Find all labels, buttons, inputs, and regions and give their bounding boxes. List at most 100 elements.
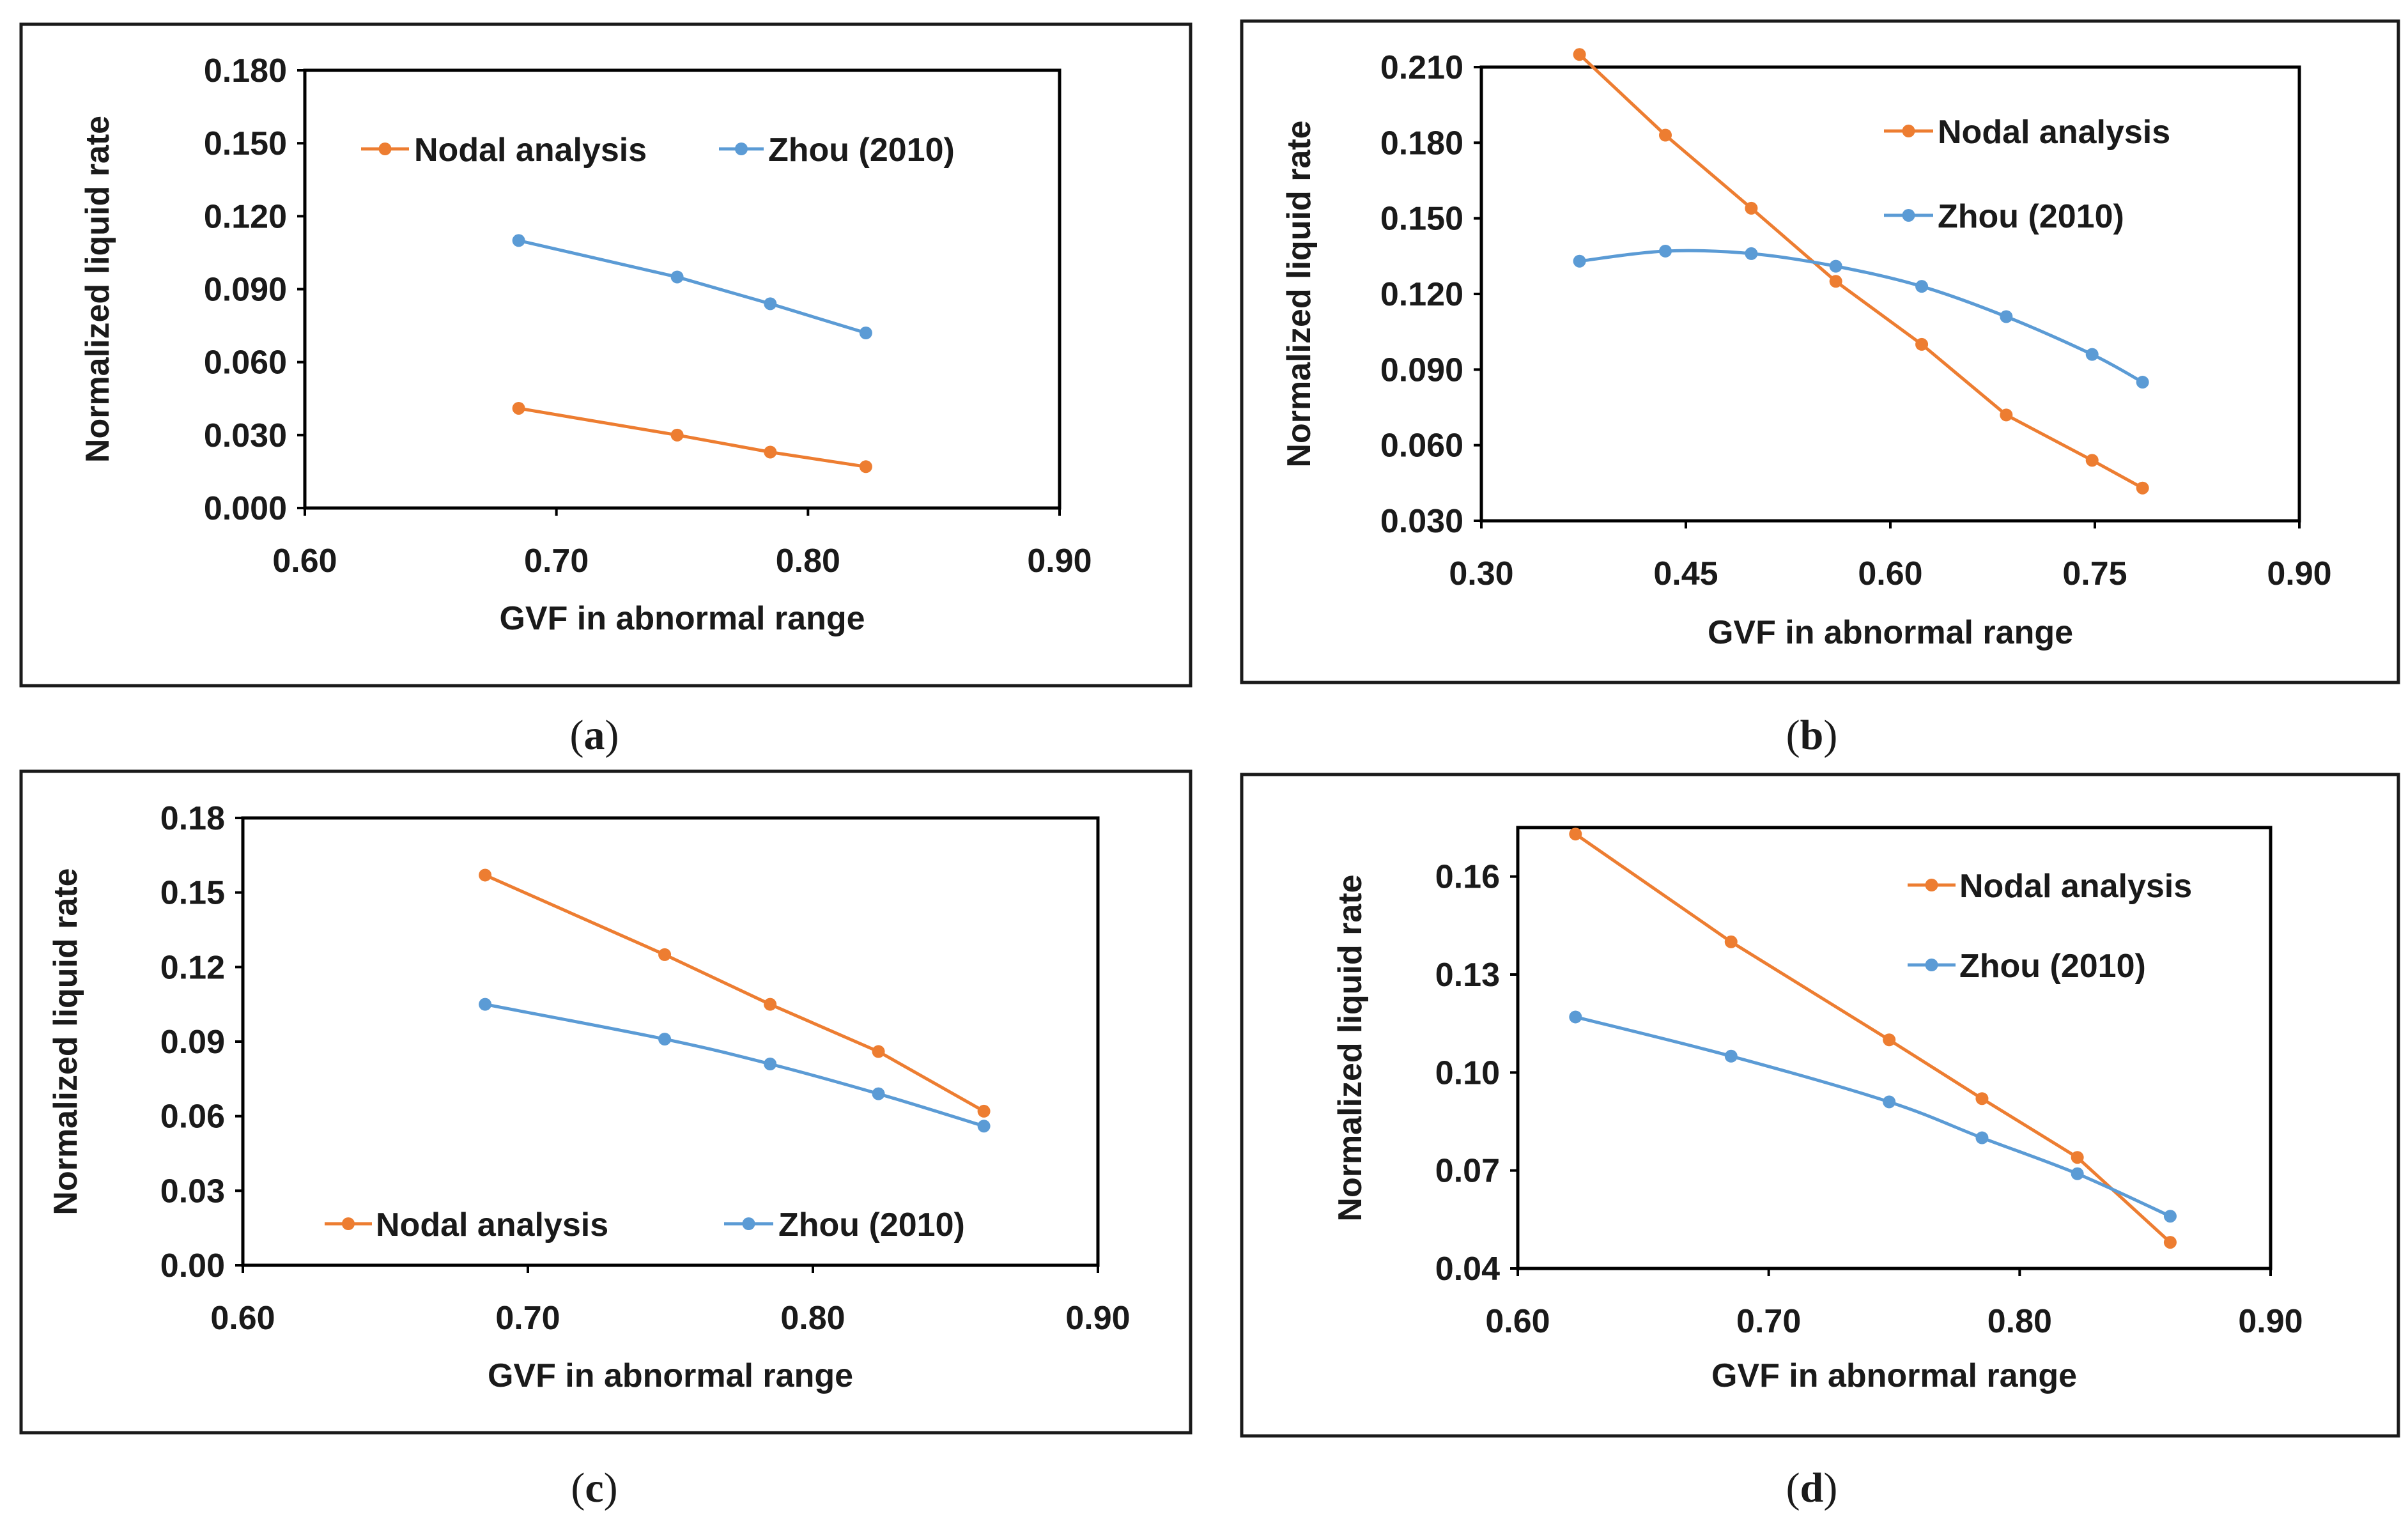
- data-point-zhou-2010: [658, 1033, 672, 1046]
- y-tick-label: 0.04: [1435, 1251, 1500, 1288]
- legend-label-nodal-analysis: Nodal analysis: [376, 1206, 608, 1244]
- x-tick-label: 0.90: [1027, 543, 1092, 580]
- caption-d: (d): [1786, 1465, 1838, 1511]
- x-tick-label: 0.90: [1065, 1300, 1130, 1337]
- legend-label-zhou-2010: Zhou (2010): [1938, 198, 2124, 235]
- caption-b: (b): [1786, 712, 1838, 759]
- data-point-zhou-2010: [1659, 244, 1672, 258]
- panel-d: 0.04 0.07 0.10 0.13 0.16 0.60 0.70 0.80 0.90 GVF …: [1332, 826, 2303, 1394]
- plot-area: [1479, 65, 2301, 523]
- x-tick-label: 0.60: [272, 543, 337, 580]
- y-tick-label: 0.15: [160, 875, 225, 912]
- legend-label-zhou-2010: Zhou (2010): [778, 1206, 965, 1244]
- y-tick-label: 0.150: [1380, 201, 1463, 238]
- data-point-zhou-2010: [859, 327, 872, 339]
- y-tick-label: 0.210: [1380, 49, 1463, 86]
- y-tick-label: 0.10: [1435, 1054, 1500, 1091]
- y-tick-label: 0.120: [1380, 276, 1463, 313]
- x-axis-title: GVF in abnormal range: [488, 1357, 853, 1394]
- data-point-nodal-analysis: [2000, 408, 2013, 422]
- legend-label-nodal-analysis: Nodal analysis: [414, 132, 647, 169]
- data-point-nodal-analysis: [1915, 337, 1929, 351]
- data-point-nodal-analysis: [2071, 1151, 2084, 1164]
- y-tick-label: 0.00: [160, 1247, 225, 1284]
- data-point-zhou-2010: [1829, 259, 1842, 273]
- legend-marker-zhou-2010: [1902, 209, 1915, 222]
- legend-label-zhou-2010: Zhou (2010): [1959, 948, 2146, 985]
- legend-marker-nodal-analysis: [342, 1217, 355, 1230]
- y-tick-label: 0.12: [160, 949, 225, 986]
- legend-marker-nodal-analysis: [1925, 879, 1938, 891]
- data-point-zhou-2010: [1883, 1095, 1896, 1109]
- data-point-nodal-analysis: [1829, 275, 1842, 288]
- x-axis-title: GVF in abnormal range: [1708, 614, 2073, 651]
- data-point-nodal-analysis: [479, 868, 492, 882]
- legend-marker-zhou-2010: [742, 1217, 755, 1230]
- y-tick-label: 0.03: [160, 1173, 225, 1210]
- data-point-zhou-2010: [2000, 310, 2013, 323]
- data-point-zhou-2010: [1745, 247, 1758, 260]
- y-axis-title: Normalized liquid rate: [1281, 120, 1318, 467]
- x-tick-label: 0.70: [1736, 1303, 1801, 1340]
- data-point-nodal-analysis: [872, 1045, 885, 1058]
- data-point-nodal-analysis: [1569, 828, 1582, 841]
- y-axis-title: Normalized liquid rate: [47, 868, 84, 1215]
- x-tick-label: 0.80: [1987, 1303, 2052, 1340]
- data-point-zhou-2010: [977, 1120, 991, 1133]
- data-point-nodal-analysis: [859, 460, 872, 474]
- legend-label-zhou-2010: Zhou (2010): [768, 132, 955, 169]
- y-tick-label: 0.07: [1435, 1153, 1500, 1190]
- data-point-nodal-analysis: [2136, 481, 2149, 495]
- data-point-nodal-analysis: [1883, 1033, 1896, 1047]
- x-tick-label: 0.70: [495, 1300, 560, 1337]
- legend-label-nodal-analysis: Nodal analysis: [1938, 114, 2170, 151]
- data-point-nodal-analysis: [1659, 128, 1672, 142]
- y-tick-label: 0.060: [1380, 428, 1463, 465]
- y-axis-title: Normalized liquid rate: [79, 116, 116, 463]
- y-tick-label: 0.180: [204, 52, 287, 89]
- caption-a: (a): [570, 712, 619, 759]
- data-point-zhou-2010: [1569, 1010, 1582, 1024]
- x-tick-label: 0.60: [210, 1300, 275, 1337]
- x-axis-title: GVF in abnormal range: [1711, 1357, 2077, 1394]
- y-tick-label: 0.120: [204, 198, 287, 235]
- data-point-zhou-2010: [512, 234, 525, 247]
- legend-label-nodal-analysis: Nodal analysis: [1959, 868, 2192, 905]
- y-tick-label: 0.09: [160, 1024, 225, 1061]
- x-tick-label: 0.30: [1449, 555, 1513, 592]
- data-point-zhou-2010: [2163, 1210, 2177, 1223]
- data-point-nodal-analysis: [764, 998, 777, 1011]
- x-tick-label: 0.80: [776, 543, 840, 580]
- data-point-zhou-2010: [872, 1087, 885, 1100]
- plot-area: [1516, 826, 2273, 1270]
- y-tick-label: 0.150: [204, 125, 287, 162]
- x-tick-label: 0.60: [1858, 555, 1922, 592]
- data-point-zhou-2010: [764, 297, 777, 311]
- data-point-nodal-analysis: [2163, 1236, 2177, 1249]
- y-tick-label: 0.000: [204, 490, 287, 527]
- data-point-zhou-2010: [2071, 1167, 2084, 1180]
- legend-marker-zhou-2010: [1925, 959, 1938, 971]
- data-point-nodal-analysis: [1724, 935, 1738, 948]
- data-point-nodal-analysis: [1975, 1092, 1989, 1106]
- x-tick-label: 0.90: [2238, 1303, 2303, 1340]
- series-line-nodal-analysis: [518, 406, 867, 468]
- legend-marker-nodal-analysis: [378, 143, 392, 155]
- data-point-zhou-2010: [2085, 348, 2099, 361]
- data-point-zhou-2010: [764, 1058, 777, 1070]
- x-tick-label: 0.75: [2062, 555, 2127, 592]
- x-tick-label: 0.80: [780, 1300, 845, 1337]
- y-tick-label: 0.090: [204, 272, 287, 309]
- y-tick-label: 0.090: [1380, 351, 1463, 389]
- caption-c: (c): [571, 1465, 617, 1511]
- data-point-nodal-analysis: [1573, 48, 1586, 61]
- series-line-zhou-2010: [518, 238, 867, 335]
- y-tick-label: 0.18: [160, 800, 225, 837]
- y-tick-label: 0.060: [204, 344, 287, 382]
- x-tick-label: 0.45: [1653, 555, 1718, 592]
- data-point-zhou-2010: [1975, 1131, 1989, 1144]
- y-tick-label: 0.16: [1435, 859, 1500, 896]
- panel-b: 0.030 0.060 0.090 0.120 0.150 0.180 0.210 0.30 0…: [1281, 48, 2332, 651]
- data-point-nodal-analysis: [670, 428, 684, 442]
